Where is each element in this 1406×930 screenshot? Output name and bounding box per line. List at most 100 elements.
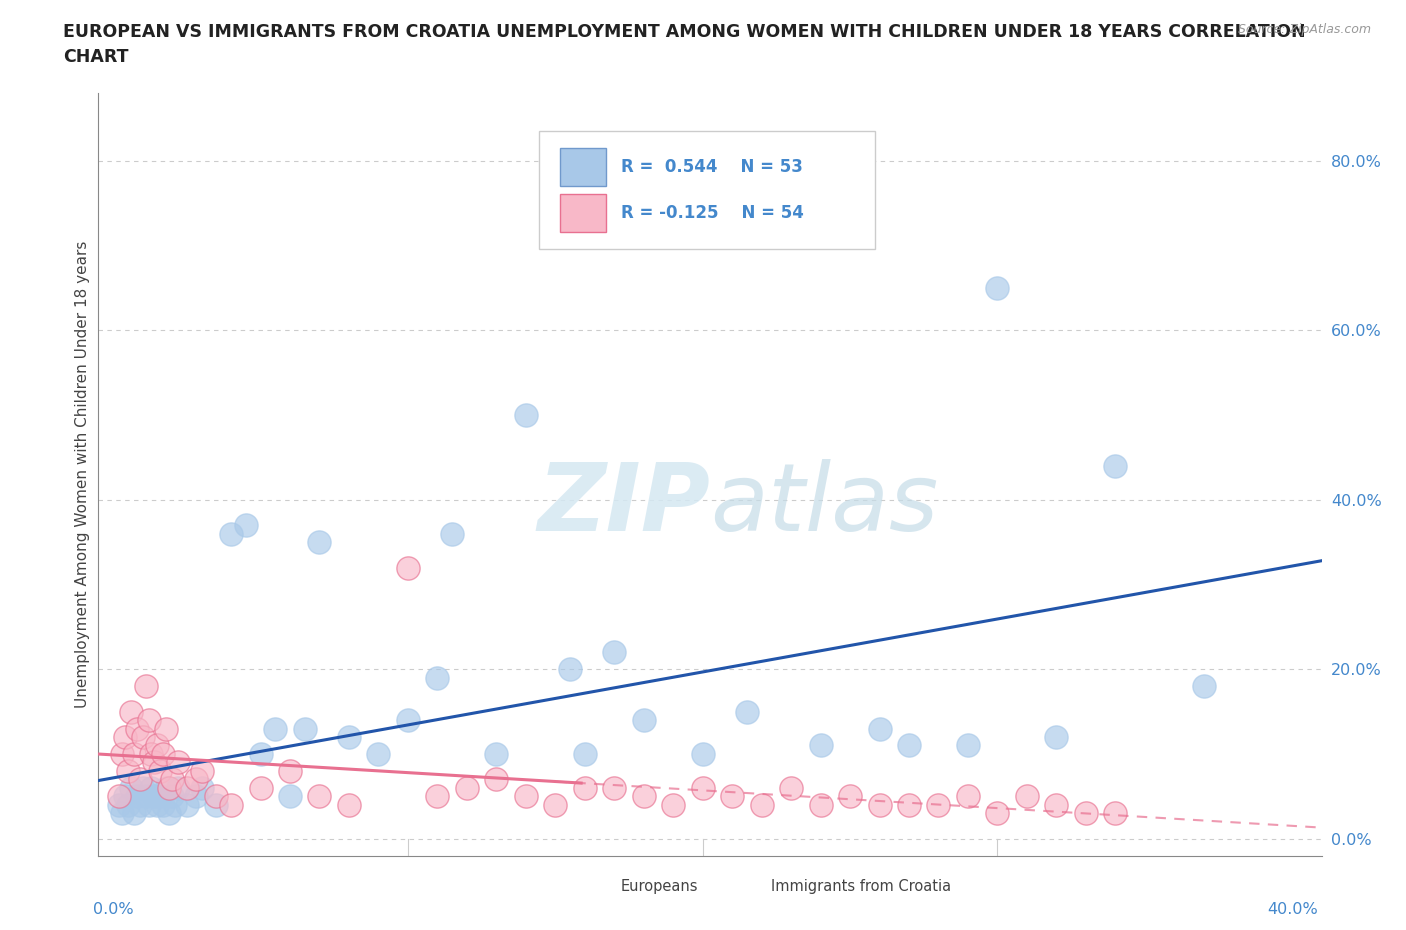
Point bbox=[294, 721, 316, 736]
Text: ZIP: ZIP bbox=[537, 458, 710, 551]
Point bbox=[544, 797, 567, 812]
Point bbox=[143, 755, 166, 770]
Point bbox=[155, 721, 177, 736]
FancyBboxPatch shape bbox=[733, 874, 762, 897]
Point bbox=[751, 797, 773, 812]
Point bbox=[1192, 679, 1215, 694]
Text: Immigrants from Croatia: Immigrants from Croatia bbox=[772, 879, 952, 894]
Point bbox=[869, 721, 891, 736]
Point bbox=[149, 789, 172, 804]
Text: 40.0%: 40.0% bbox=[1267, 902, 1317, 917]
Point bbox=[633, 712, 655, 727]
Point bbox=[810, 797, 832, 812]
Point bbox=[111, 805, 134, 820]
Point bbox=[515, 407, 537, 422]
Point bbox=[308, 789, 330, 804]
Point bbox=[219, 526, 242, 541]
Point bbox=[396, 712, 419, 727]
Point bbox=[839, 789, 862, 804]
Point bbox=[219, 797, 242, 812]
Point bbox=[114, 729, 136, 744]
Point bbox=[956, 789, 979, 804]
Point bbox=[141, 780, 163, 795]
Point bbox=[138, 797, 160, 812]
Point bbox=[558, 662, 581, 677]
Text: R = -0.125    N = 54: R = -0.125 N = 54 bbox=[620, 204, 804, 221]
Point bbox=[1104, 458, 1126, 473]
Point bbox=[986, 281, 1008, 296]
Point bbox=[155, 780, 177, 795]
Text: R =  0.544    N = 53: R = 0.544 N = 53 bbox=[620, 158, 803, 176]
Point bbox=[160, 772, 183, 787]
Point bbox=[190, 764, 212, 778]
Point bbox=[810, 738, 832, 753]
Point bbox=[135, 679, 157, 694]
Point bbox=[108, 789, 131, 804]
Point bbox=[898, 797, 921, 812]
Point bbox=[337, 729, 360, 744]
FancyBboxPatch shape bbox=[560, 193, 606, 232]
Point bbox=[869, 797, 891, 812]
Point bbox=[157, 805, 180, 820]
Point bbox=[131, 729, 153, 744]
Point bbox=[125, 789, 148, 804]
Point bbox=[1045, 797, 1067, 812]
Point bbox=[780, 780, 803, 795]
Point bbox=[441, 526, 464, 541]
Point bbox=[735, 704, 758, 719]
Point bbox=[426, 789, 449, 804]
Point bbox=[1104, 805, 1126, 820]
FancyBboxPatch shape bbox=[538, 131, 875, 249]
Text: EUROPEAN VS IMMIGRANTS FROM CROATIA UNEMPLOYMENT AMONG WOMEN WITH CHILDREN UNDER: EUROPEAN VS IMMIGRANTS FROM CROATIA UNEM… bbox=[63, 23, 1306, 41]
Point bbox=[308, 535, 330, 550]
Point bbox=[574, 780, 596, 795]
FancyBboxPatch shape bbox=[582, 874, 612, 897]
Point bbox=[152, 747, 174, 762]
Point bbox=[114, 789, 136, 804]
FancyBboxPatch shape bbox=[560, 148, 606, 186]
Point bbox=[176, 797, 198, 812]
Point bbox=[184, 772, 207, 787]
Point bbox=[235, 518, 257, 533]
Point bbox=[515, 789, 537, 804]
Point bbox=[122, 747, 145, 762]
Point bbox=[1045, 729, 1067, 744]
Text: Europeans: Europeans bbox=[620, 879, 699, 894]
Text: Source: ZipAtlas.com: Source: ZipAtlas.com bbox=[1237, 23, 1371, 36]
Point bbox=[367, 747, 389, 762]
Point bbox=[160, 789, 183, 804]
Point bbox=[264, 721, 287, 736]
Point bbox=[128, 772, 150, 787]
Point bbox=[184, 789, 207, 804]
Point bbox=[278, 764, 301, 778]
Point bbox=[574, 747, 596, 762]
Point bbox=[120, 780, 142, 795]
Point bbox=[927, 797, 949, 812]
Point bbox=[117, 797, 139, 812]
Point bbox=[125, 721, 148, 736]
Point bbox=[1015, 789, 1038, 804]
Point bbox=[396, 560, 419, 575]
Point bbox=[111, 747, 134, 762]
Point bbox=[128, 797, 150, 812]
Point bbox=[141, 747, 163, 762]
Point bbox=[165, 797, 187, 812]
Point bbox=[117, 764, 139, 778]
Point bbox=[633, 789, 655, 804]
Point bbox=[167, 755, 190, 770]
Point bbox=[120, 704, 142, 719]
Point bbox=[157, 780, 180, 795]
Point bbox=[176, 780, 198, 795]
Point bbox=[108, 797, 131, 812]
Text: CHART: CHART bbox=[63, 48, 129, 66]
Point bbox=[138, 712, 160, 727]
Point bbox=[1074, 805, 1097, 820]
Point bbox=[205, 789, 228, 804]
Point bbox=[249, 747, 271, 762]
Point bbox=[152, 797, 174, 812]
Point bbox=[131, 780, 153, 795]
Point bbox=[122, 805, 145, 820]
Y-axis label: Unemployment Among Women with Children Under 18 years: Unemployment Among Women with Children U… bbox=[75, 241, 90, 708]
Point bbox=[135, 789, 157, 804]
Text: atlas: atlas bbox=[710, 459, 938, 551]
